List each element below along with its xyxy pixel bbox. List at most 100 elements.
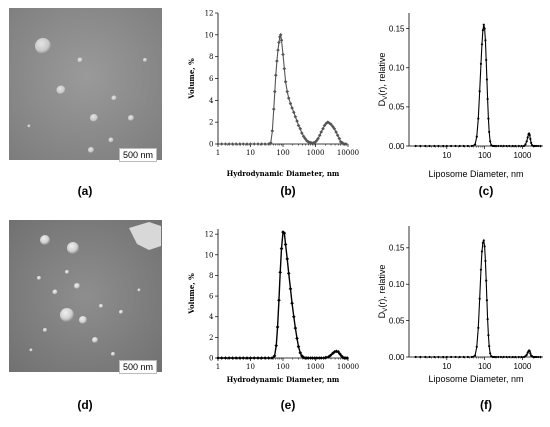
- chart-e-point: [278, 270, 282, 275]
- chart-e-point: [301, 355, 306, 360]
- chart-c-point: [462, 144, 465, 148]
- chart-f-point: [419, 355, 422, 359]
- chart-e-point: [263, 356, 267, 360]
- chart-e-point: [324, 355, 328, 360]
- chart-e-point: [274, 343, 279, 348]
- chart-c-point: [487, 117, 490, 120]
- chart-b-point: [252, 142, 257, 146]
- chart-f-point: [485, 299, 489, 302]
- chart-c-point: [458, 144, 461, 148]
- chart-e-ylabel: Volume, %: [187, 273, 196, 315]
- chart-b-xtick-label: 1000: [307, 149, 325, 157]
- chart-b-point: [273, 73, 278, 78]
- chart-e-point: [245, 356, 249, 360]
- chart-f-point: [502, 355, 505, 359]
- chart-b-axes: [217, 13, 348, 145]
- scale-label-a: 500 nm: [119, 148, 158, 162]
- chart-b-point: [256, 142, 260, 146]
- chart-f-point: [458, 355, 461, 359]
- chart-c-point: [483, 27, 486, 30]
- chart-c-point: [428, 144, 431, 148]
- chart-f-point: [414, 355, 417, 359]
- chart-c-point: [442, 144, 445, 148]
- chart-e: 0 2 4 6 8 10 12 1 10 100 1000 10000 Hydrodynamic Dia…: [187, 229, 359, 384]
- micrograph-a: [9, 8, 162, 160]
- chart-f-point: [462, 355, 465, 359]
- chart-e-point: [283, 242, 288, 247]
- chart-f-ylabel: DV(r), relative: [377, 265, 389, 319]
- chart-f-point: [497, 355, 500, 359]
- chart-e-point: [319, 356, 324, 360]
- chart-c-ytick-label: 0.10: [389, 64, 405, 73]
- chart-b-point: [271, 107, 276, 111]
- panel-label-a: (a): [77, 184, 93, 198]
- chart-b-point: [241, 142, 246, 146]
- chart-f-point: [517, 355, 520, 359]
- chart-b-point: [327, 121, 332, 126]
- chart-f-point: [499, 355, 503, 359]
- chart-c-point: [502, 144, 505, 148]
- chart-f-point: [454, 355, 457, 359]
- chart-e-point: [223, 356, 228, 360]
- micrograph-d-image: [9, 220, 162, 372]
- chart-c-series-line: [415, 24, 541, 147]
- chart-c-point: [473, 143, 477, 146]
- chart-c-point: [485, 58, 488, 62]
- chart-f-xtick-label: 100: [478, 362, 492, 371]
- chart-e-ytick-label: 12: [205, 231, 214, 239]
- chart-c-xtick-label: 1000: [514, 151, 532, 160]
- chart-b-point: [298, 126, 303, 131]
- chart-c-point: [477, 117, 480, 120]
- chart-c-point: [505, 144, 508, 148]
- chart-e-point: [256, 356, 260, 360]
- chart-b-ytick-label: 10: [205, 31, 214, 39]
- panel-label-e: (e): [280, 398, 296, 412]
- chart-f-point: [483, 245, 486, 248]
- chart-b-point: [308, 140, 312, 145]
- chart-b-point: [317, 133, 322, 138]
- chart-c-point: [499, 144, 503, 148]
- chart-b-xtick-label: 10: [246, 149, 255, 157]
- chart-c-point: [481, 29, 484, 32]
- chart-e-point: [339, 354, 344, 358]
- chart-f-point: [478, 297, 481, 300]
- chart-c-point: [488, 130, 491, 134]
- chart-e-point: [285, 257, 290, 261]
- chart-e-series-line: [218, 230, 348, 359]
- chart-b-point: [329, 122, 333, 127]
- chart-c-point: [485, 78, 489, 81]
- chart-c-point: [437, 144, 440, 148]
- chart-f-point: [482, 239, 485, 242]
- chart-f-point: [486, 318, 489, 321]
- chart-e-point: [279, 246, 284, 251]
- chart-f-point: [433, 355, 436, 359]
- chart-e-ytick-label: 2: [209, 334, 213, 342]
- chart-f-point: [528, 350, 531, 353]
- chart-b-point: [290, 106, 294, 110]
- chart-c-point: [478, 90, 481, 93]
- chart-b-point: [219, 142, 224, 146]
- chart-c-point: [526, 136, 529, 139]
- chart-e-point: [238, 356, 242, 360]
- chart-c-point: [493, 144, 496, 148]
- chart-f-ytick-label: 0.15: [389, 244, 405, 253]
- chart-b-point: [223, 142, 228, 146]
- chart-f-xtick-label: 1000: [514, 362, 532, 371]
- chart-b-xtick-label: 1: [216, 149, 220, 157]
- chart-f-ytick-label: 0.05: [389, 316, 405, 325]
- chart-e-point: [336, 350, 341, 354]
- chart-f-point: [437, 355, 440, 359]
- chart-b-point: [278, 33, 283, 37]
- chart-b: 0 2 4 6 8 10 12 1 10 100 1000 10000 Hydrodynamic Dia…: [187, 9, 359, 178]
- chart-f-point: [508, 355, 511, 359]
- chart-b-point: [292, 110, 296, 115]
- chart-e-point: [286, 271, 291, 276]
- chart-c-point: [535, 144, 538, 148]
- chart-c-point: [414, 144, 417, 148]
- chart-b-point: [263, 142, 267, 146]
- chart-c-point: [508, 144, 511, 148]
- chart-b-point: [344, 142, 348, 146]
- scale-label-d: 500 nm: [119, 360, 158, 374]
- chart-c-point: [537, 144, 540, 148]
- chart-c-point: [486, 97, 489, 101]
